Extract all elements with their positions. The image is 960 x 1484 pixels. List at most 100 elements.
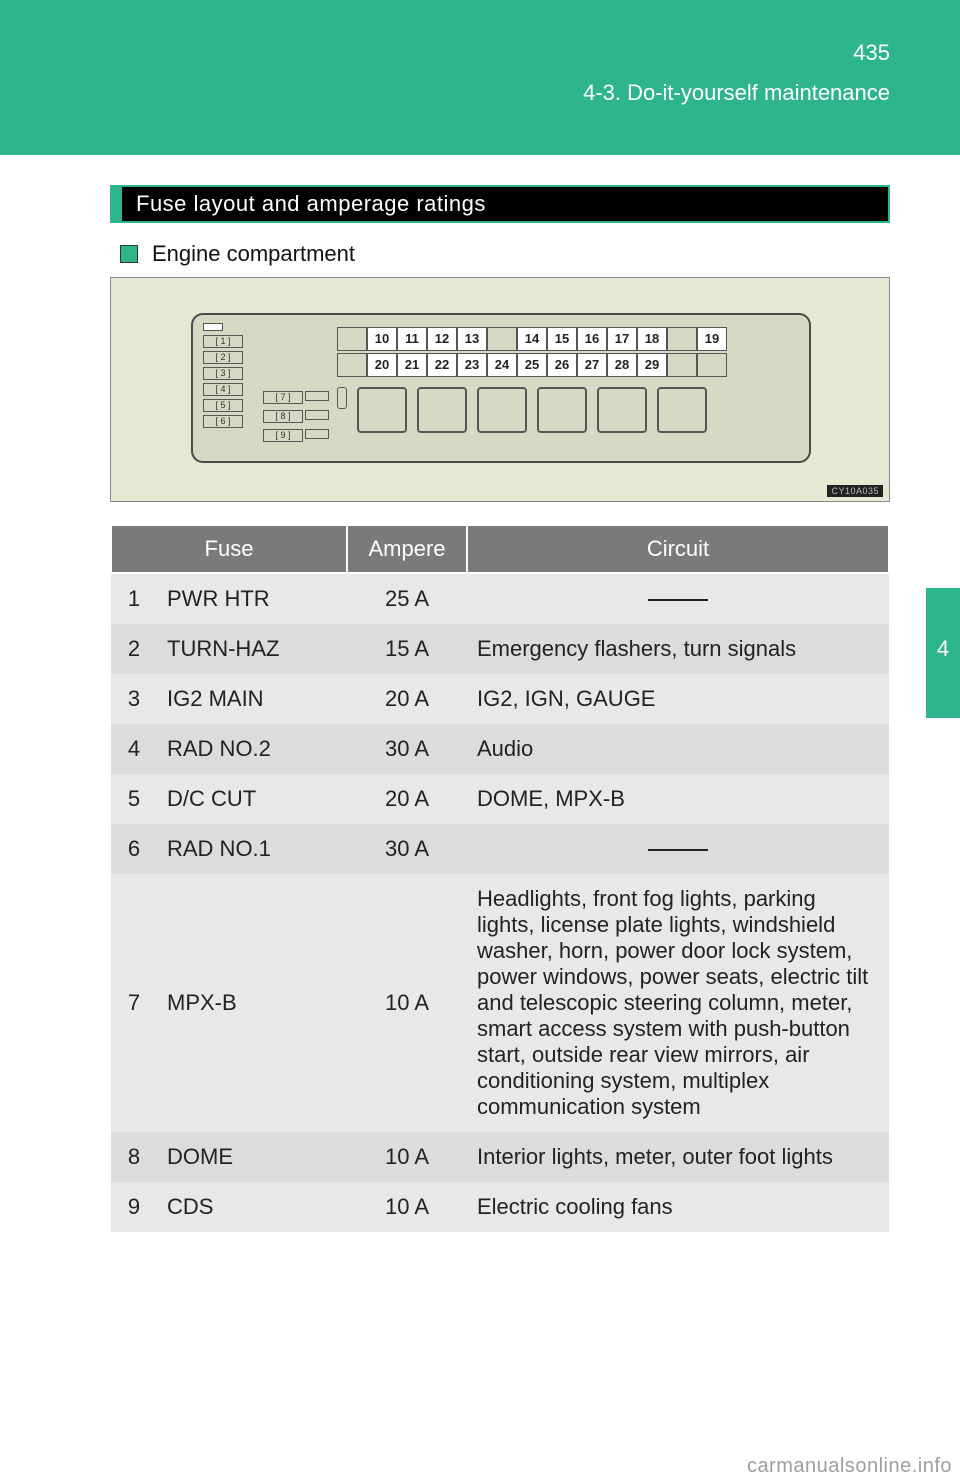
dash-icon — [648, 849, 708, 851]
diagram-slot-label: [ 4 ] — [203, 383, 243, 396]
header-band — [0, 0, 960, 155]
watermark: carmanualsonline.info — [747, 1455, 952, 1478]
title-text: Fuse layout and amperage ratings — [136, 191, 486, 217]
page-content: Fuse layout and amperage ratings Engine … — [0, 155, 960, 1232]
diagram-large-slot — [357, 387, 407, 433]
cell-number: 8 — [111, 1132, 157, 1182]
diagram-fuse-cell: 11 — [397, 327, 427, 351]
cell-ampere: 20 A — [347, 774, 467, 824]
diagram-left-labels: [ 1 ][ 2 ][ 3 ][ 4 ][ 5 ][ 6 ] — [193, 315, 263, 461]
cell-ampere: 10 A — [347, 1132, 467, 1182]
section-label: 4-3. Do-it-yourself maintenance — [583, 80, 890, 106]
subtitle-text: Engine compartment — [152, 241, 355, 267]
diagram-fuse-cell: 13 — [457, 327, 487, 351]
table-row: 8DOME10 AInterior lights, meter, outer f… — [111, 1132, 889, 1182]
cell-ampere: 15 A — [347, 624, 467, 674]
fuse-table: Fuse Ampere Circuit 1PWR HTR25 A2TURN-HA… — [110, 524, 890, 1232]
diagram-fuse-cell: 24 — [487, 353, 517, 377]
diagram-fuse-cell: 19 — [697, 327, 727, 351]
cell-circuit: Electric cooling fans — [467, 1182, 889, 1232]
diagram-fuse-cell: 21 — [397, 353, 427, 377]
diagram-large-slot — [597, 387, 647, 433]
page-number: 435 — [853, 40, 890, 66]
cell-fuse: MPX-B — [157, 874, 347, 1132]
cell-circuit — [467, 824, 889, 874]
diagram-fuse-cell: 22 — [427, 353, 457, 377]
diagram-fuse-cell: 10 — [367, 327, 397, 351]
table-header-row: Fuse Ampere Circuit — [111, 525, 889, 573]
cell-ampere: 25 A — [347, 573, 467, 624]
diagram-mini-slot — [203, 323, 223, 331]
table-row: 1PWR HTR25 A — [111, 573, 889, 624]
diagram-fuse-cell: 27 — [577, 353, 607, 377]
cell-circuit: Interior lights, meter, outer foot light… — [467, 1132, 889, 1182]
diagram-fuse-cell: 15 — [547, 327, 577, 351]
cell-ampere: 20 A — [347, 674, 467, 724]
diagram-fuse-cell — [337, 353, 367, 377]
diagram-pill-slot — [337, 387, 347, 409]
diagram-bar — [305, 429, 329, 439]
cell-fuse: RAD NO.1 — [157, 824, 347, 874]
cell-ampere: 30 A — [347, 724, 467, 774]
diagram-slot-label: [ 2 ] — [203, 351, 243, 364]
diagram-large-slot — [537, 387, 587, 433]
subtitle-row: Engine compartment — [120, 241, 890, 267]
cell-fuse: PWR HTR — [157, 573, 347, 624]
cell-fuse: RAD NO.2 — [157, 724, 347, 774]
diagram-fuse-cell: 16 — [577, 327, 607, 351]
cell-number: 5 — [111, 774, 157, 824]
fuse-diagram: [ 1 ][ 2 ][ 3 ][ 4 ][ 5 ][ 6 ] [ 7 ][ 8 … — [110, 277, 890, 502]
cell-number: 4 — [111, 724, 157, 774]
dash-icon — [648, 599, 708, 601]
diagram-fuse-cell — [667, 353, 697, 377]
diagram-large-slot — [477, 387, 527, 433]
diagram-bar — [305, 391, 329, 401]
diagram-fuse-cell: 23 — [457, 353, 487, 377]
diagram-tag: CY10A035 — [827, 485, 883, 497]
diagram-large-slot — [657, 387, 707, 433]
cell-fuse: DOME — [157, 1132, 347, 1182]
diagram-number-grid: 10111213141516171819 2021222324252627282… — [333, 315, 809, 461]
cell-circuit: IG2, IGN, GAUGE — [467, 674, 889, 724]
cell-ampere: 10 A — [347, 874, 467, 1132]
table-row: 6RAD NO.130 A — [111, 824, 889, 874]
table-row: 9CDS10 AElectric cooling fans — [111, 1182, 889, 1232]
diagram-mid-labels: [ 7 ][ 8 ][ 9 ] — [263, 315, 333, 461]
diagram-slot-label: [ 6 ] — [203, 415, 243, 428]
cell-circuit: Emergency flashers, turn signals — [467, 624, 889, 674]
diagram-fuse-cell: 29 — [637, 353, 667, 377]
table-row: 3IG2 MAIN20 AIG2, IGN, GAUGE — [111, 674, 889, 724]
diagram-fuse-cell: 12 — [427, 327, 457, 351]
diagram-fuse-cell: 20 — [367, 353, 397, 377]
diagram-slot-label: [ 1 ] — [203, 335, 243, 348]
fuse-box-outline: [ 1 ][ 2 ][ 3 ][ 4 ][ 5 ][ 6 ] [ 7 ][ 8 … — [191, 313, 811, 463]
cell-number: 3 — [111, 674, 157, 724]
chapter-tab-number: 4 — [937, 636, 949, 662]
diagram-bar — [305, 410, 329, 420]
diagram-large-slots — [337, 387, 801, 433]
diagram-slot-label: [ 5 ] — [203, 399, 243, 412]
diagram-fuse-cell: 26 — [547, 353, 577, 377]
diagram-slot-label: [ 9 ] — [263, 429, 303, 442]
cell-number: 9 — [111, 1182, 157, 1232]
cell-circuit: Audio — [467, 724, 889, 774]
cell-circuit: DOME, MPX-B — [467, 774, 889, 824]
table-row: 2TURN-HAZ15 AEmergency flashers, turn si… — [111, 624, 889, 674]
cell-number: 1 — [111, 573, 157, 624]
cell-fuse: TURN-HAZ — [157, 624, 347, 674]
table-row: 7MPX-B10 AHeadlights, front fog lights, … — [111, 874, 889, 1132]
cell-fuse: CDS — [157, 1182, 347, 1232]
diagram-fuse-cell: 18 — [637, 327, 667, 351]
diagram-fuse-cell — [487, 327, 517, 351]
col-header-ampere: Ampere — [347, 525, 467, 573]
table-row: 4RAD NO.230 AAudio — [111, 724, 889, 774]
cell-number: 2 — [111, 624, 157, 674]
col-header-fuse: Fuse — [111, 525, 347, 573]
cell-ampere: 10 A — [347, 1182, 467, 1232]
diagram-slot-label: [ 8 ] — [263, 410, 303, 423]
diagram-fuse-cell — [697, 353, 727, 377]
diagram-fuse-cell — [337, 327, 367, 351]
diagram-fuse-cell: 28 — [607, 353, 637, 377]
col-header-circuit: Circuit — [467, 525, 889, 573]
table-row: 5D/C CUT20 ADOME, MPX-B — [111, 774, 889, 824]
